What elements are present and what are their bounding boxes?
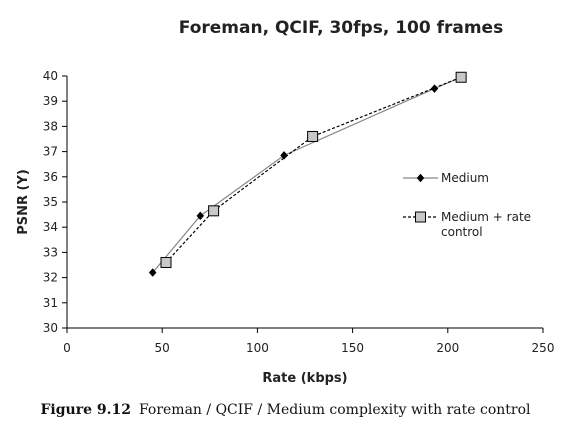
data-point xyxy=(208,205,220,217)
series-2 xyxy=(160,71,467,268)
x-tick-label: 200 xyxy=(436,341,459,355)
legend-marker xyxy=(415,211,426,223)
x-tick-label: 100 xyxy=(246,341,269,355)
legend-marker xyxy=(416,173,425,183)
legend-label-line: Medium xyxy=(441,171,489,185)
x-tick-label: 250 xyxy=(532,341,555,355)
legend-label: Medium + rate control xyxy=(441,210,531,239)
y-tick-label: 30 xyxy=(43,321,58,335)
y-tick-label: 39 xyxy=(43,94,58,108)
legend-label: Medium xyxy=(441,171,489,185)
caption-figure-number: Figure 9.12 xyxy=(40,402,131,418)
y-tick-label: 32 xyxy=(43,271,58,285)
y-tick-label: 33 xyxy=(43,245,58,259)
series-layer xyxy=(148,71,467,277)
legend-label-line: Medium + rate xyxy=(441,210,531,224)
x-tick-label: 150 xyxy=(341,341,364,355)
chart: Foreman, QCIF, 30fps, 100 frames 3031323… xyxy=(16,18,555,386)
y-tick-label: 37 xyxy=(43,145,58,159)
y-tick-label: 31 xyxy=(43,296,58,310)
data-point xyxy=(196,211,205,221)
legend-label-line: control xyxy=(441,225,483,239)
x-tick-label: 50 xyxy=(155,341,170,355)
y-tick-label: 36 xyxy=(43,170,58,184)
figure-caption: Figure 9.12 Foreman / QCIF / Medium compl… xyxy=(0,402,571,418)
legend: Medium Medium + rate control xyxy=(403,171,531,239)
y-tick-label: 35 xyxy=(43,195,58,209)
data-point xyxy=(148,268,157,277)
data-point xyxy=(455,71,467,83)
x-axis-label: Rate (kbps) xyxy=(262,371,347,386)
series-line xyxy=(152,76,462,273)
series-1 xyxy=(148,72,465,277)
data-point xyxy=(160,256,172,268)
y-tick-label: 40 xyxy=(43,69,58,83)
chart-title: Foreman, QCIF, 30fps, 100 frames xyxy=(179,18,503,38)
data-point xyxy=(280,151,288,160)
x-tick-label: 0 xyxy=(63,341,71,355)
y-axis-label: PSNR (Y) xyxy=(16,169,31,235)
data-point xyxy=(307,130,319,142)
y-tick-label: 34 xyxy=(43,220,58,234)
axes: 30 31 32 33 34 35 36 37 38 39 40 0 50 100 150 200 250 xyxy=(43,69,555,355)
series-line xyxy=(165,76,462,263)
y-tick-label: 38 xyxy=(43,119,58,133)
caption-text: Foreman / QCIF / Medium complexity with … xyxy=(138,402,531,418)
